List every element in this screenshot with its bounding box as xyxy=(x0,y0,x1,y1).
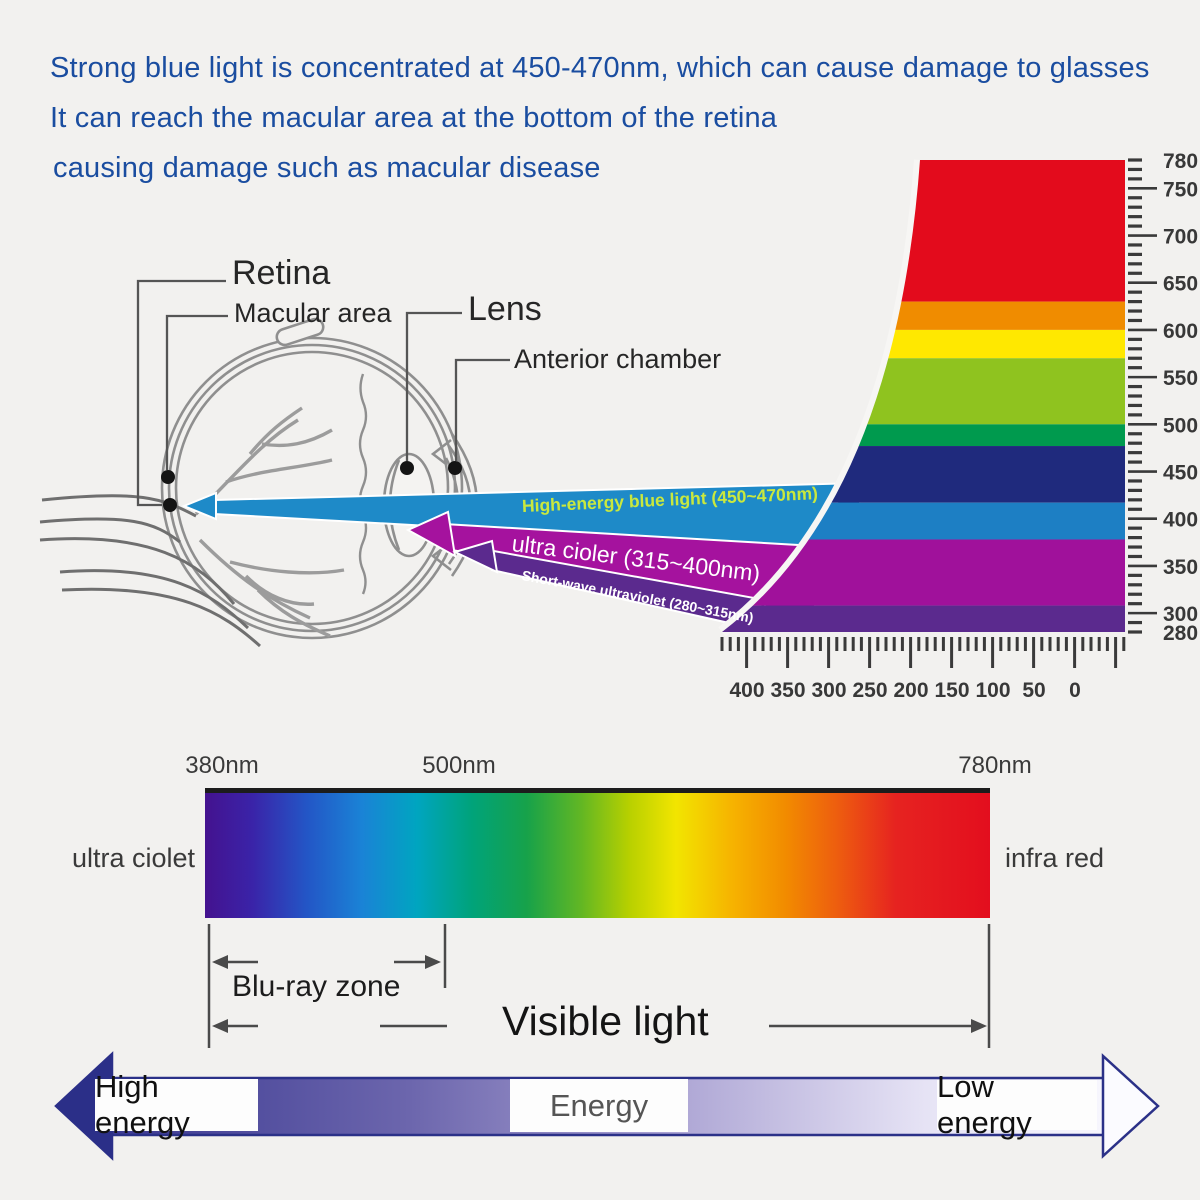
label-energy: Energy xyxy=(510,1079,688,1132)
eye-cross-section xyxy=(39,317,479,648)
label-infrared: infra red xyxy=(1005,843,1105,873)
wavelength-tick-label: 650 xyxy=(1163,273,1198,296)
wavelength-tick-label: 550 xyxy=(1163,367,1198,390)
wavelength-tick-label: 600 xyxy=(1163,320,1198,343)
ruler-label: 0 xyxy=(1069,679,1081,702)
wavelength-tick-label: 700 xyxy=(1163,226,1198,249)
heading-line-1: Strong blue light is concentrated at 450… xyxy=(50,52,1150,84)
label-high-energy: High energy xyxy=(95,1069,258,1140)
high-energy-text: High energy xyxy=(95,1069,190,1140)
funnel-band-308 xyxy=(722,605,1125,632)
low-energy-text: Low energy xyxy=(937,1069,1032,1140)
wavelength-tick-label: 750 xyxy=(1163,178,1198,201)
funnel-band-500 xyxy=(722,424,1125,447)
label-bluray-zone: Blu-ray zone xyxy=(232,970,401,1003)
wavelength-tick-label: 350 xyxy=(1163,556,1198,579)
label-retina: Retina xyxy=(232,254,331,292)
label-ultraviolet: ultra ciolet xyxy=(72,843,196,873)
label-macular: Macular area xyxy=(234,298,392,328)
ruler-label: 400 xyxy=(729,679,764,702)
ruler-label: 150 xyxy=(934,679,969,702)
spectrum-bar-border xyxy=(205,788,990,794)
label-lens: Lens xyxy=(468,290,542,328)
ruler-label: 50 xyxy=(1022,679,1045,702)
wavelength-tick-label: 500 xyxy=(1163,414,1198,437)
distance-ruler: 400 350 300 250 200 150 100 50 0 xyxy=(720,637,1126,702)
bar-tick-380: 380nm xyxy=(185,752,259,779)
ruler-label: 300 xyxy=(811,679,846,702)
heading-line-2: It can reach the macular area at the bot… xyxy=(50,102,778,134)
visible-spectrum-bar xyxy=(205,793,990,918)
ruler-label: 100 xyxy=(975,679,1010,702)
bar-tick-500: 500nm xyxy=(422,752,496,779)
bar-tick-780: 780nm xyxy=(958,752,1032,779)
wavelength-tick-label: 400 xyxy=(1163,509,1198,532)
leader-lines xyxy=(136,279,510,507)
funnel-band-630 xyxy=(722,301,1125,330)
wavelength-tick-label: 780 xyxy=(1163,150,1198,173)
ruler-label: 200 xyxy=(893,679,928,702)
wavelength-tick-label: 280 xyxy=(1163,622,1198,645)
zone-guides xyxy=(207,924,991,1048)
ruler-label: 250 xyxy=(852,679,887,702)
wavelength-tick-label: 300 xyxy=(1163,603,1198,626)
funnel-band-780 xyxy=(722,160,1125,302)
label-low-energy: Low energy xyxy=(937,1069,1097,1140)
energy-text: Energy xyxy=(549,1087,649,1123)
label-visible-light: Visible light xyxy=(502,998,709,1044)
wavelength-tick-label: 450 xyxy=(1163,462,1198,485)
anatomy-dots xyxy=(161,461,462,512)
uvb-beam xyxy=(452,539,766,633)
ruler-label: 350 xyxy=(770,679,805,702)
label-anterior: Anterior chamber xyxy=(514,344,722,374)
heading-line-3: causing damage such as macular disease xyxy=(53,152,601,184)
